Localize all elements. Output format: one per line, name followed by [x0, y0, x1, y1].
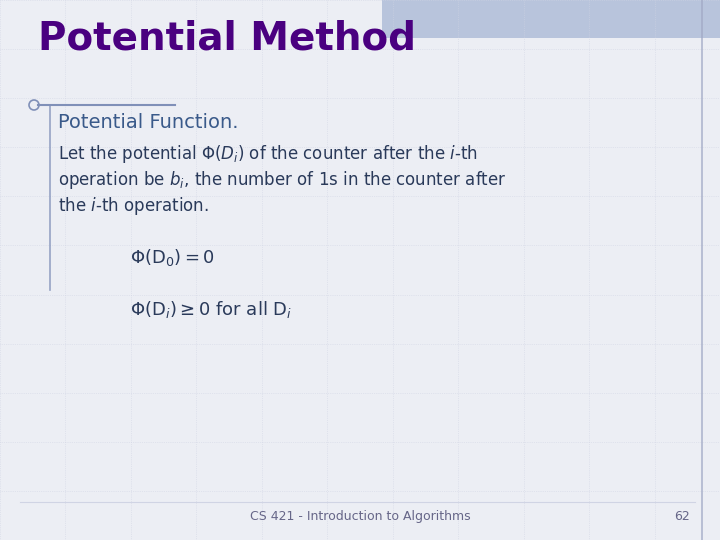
Text: Let the potential $\Phi(D_i)$ of the counter after the $i$-th: Let the potential $\Phi(D_i)$ of the cou… — [58, 143, 478, 165]
Text: $\Phi(\mathrm{D}_0) = 0$: $\Phi(\mathrm{D}_0) = 0$ — [130, 247, 215, 268]
Bar — [382, 0, 720, 38]
Text: operation be $b_i$, the number of 1s in the counter after: operation be $b_i$, the number of 1s in … — [58, 169, 506, 191]
Text: $\Phi(\mathrm{D}_i) \geq 0$ for all $\mathrm{D}_i$: $\Phi(\mathrm{D}_i) \geq 0$ for all $\ma… — [130, 299, 292, 320]
Text: Potential Function.: Potential Function. — [58, 113, 238, 132]
Text: 62: 62 — [674, 510, 690, 523]
Text: the $i$-th operation.: the $i$-th operation. — [58, 195, 209, 217]
Text: Potential Method: Potential Method — [38, 20, 416, 58]
Text: CS 421 - Introduction to Algorithms: CS 421 - Introduction to Algorithms — [250, 510, 470, 523]
